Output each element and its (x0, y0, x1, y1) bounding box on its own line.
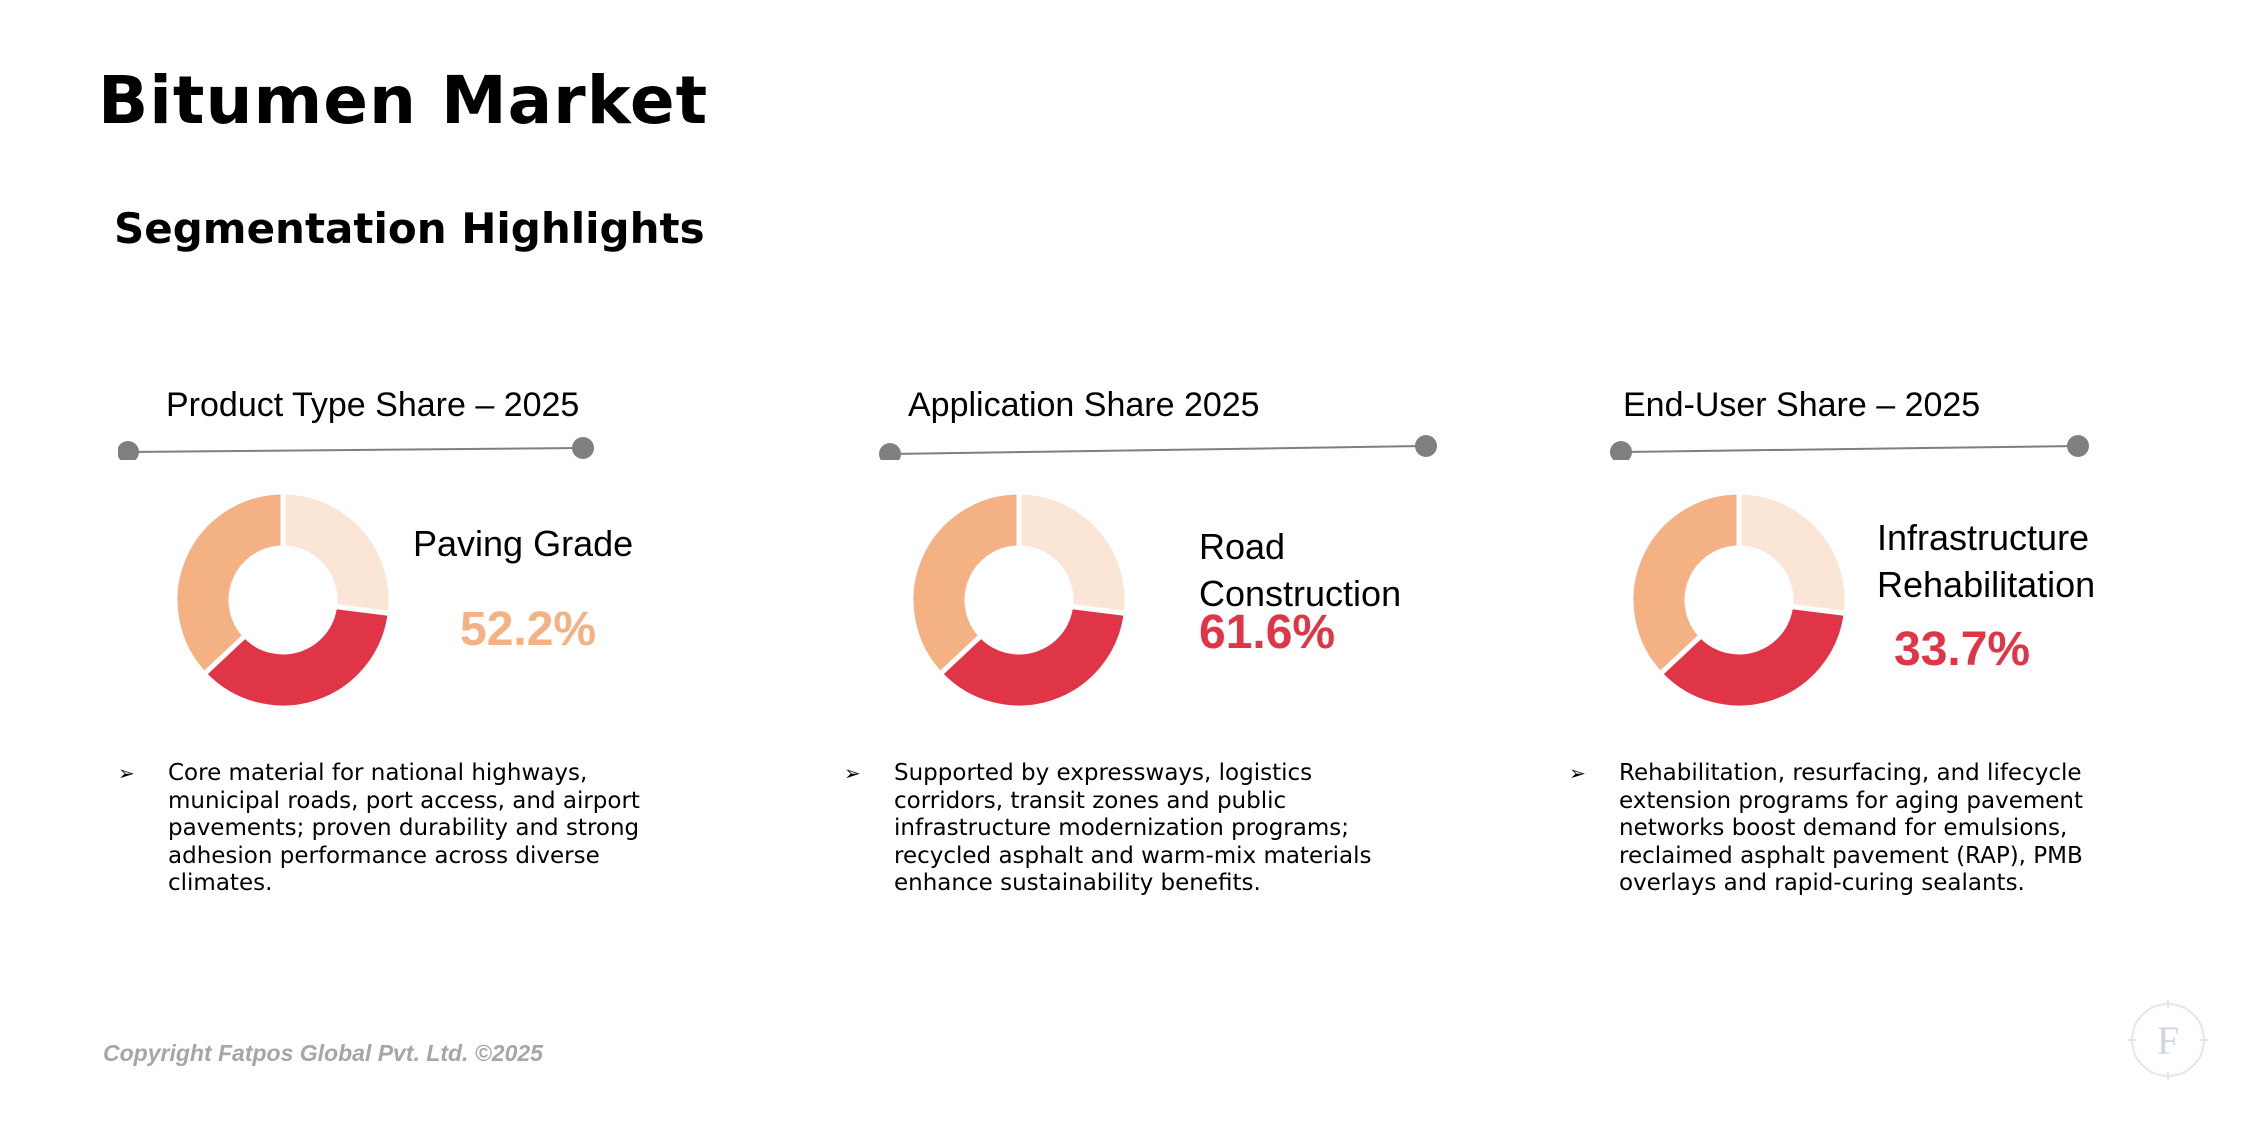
fatpos-logo-icon: F (2128, 1000, 2208, 1080)
segment-value: 61.6% (1199, 606, 1336, 659)
panel-title: Product Type Share – 2025 (166, 386, 580, 424)
connector-line (879, 435, 1437, 460)
donut-slice-2 (200, 603, 393, 711)
donut-chart (908, 489, 1130, 711)
segment-value: 33.7% (1894, 623, 2031, 676)
connector-line (1610, 435, 2089, 460)
connector-dot-right (2067, 435, 2089, 457)
segment-label: Road Construction (1199, 526, 1402, 614)
segment-label: Infrastructure Rehabilitation (1877, 517, 2096, 605)
donut-slice-3 (908, 489, 1022, 678)
segment-panel-end-user: End-User Share – 2025 Infrastructure Reh… (1569, 380, 2189, 920)
donut-slice-1 (1016, 489, 1130, 617)
connector-dot-left (879, 443, 901, 460)
donut-slice-3 (1628, 489, 1742, 678)
copyright-footer: Copyright Fatpos Global Pvt. Ltd. ©2025 (103, 1040, 543, 1066)
connector-dot-left (1610, 441, 1632, 460)
segment-label: Paving Grade (413, 523, 634, 564)
bullet-text: Core material for national highways, mun… (168, 760, 640, 896)
donut-slice-2 (936, 603, 1129, 711)
panel-title: End-User Share – 2025 (1623, 386, 1981, 424)
connector-dot-left (118, 441, 139, 460)
donut-slice-1 (280, 489, 394, 617)
page-subtitle: Segmentation Highlights (114, 204, 705, 253)
segment-panel-product-type: Product Type Share – 2025 Paving Grade 5… (118, 380, 738, 920)
arrow-bullet-icon: ➢ (844, 761, 861, 785)
page-title: Bitumen Market (98, 62, 709, 139)
bullet-text: Rehabilitation, resurfacing, and lifecyc… (1619, 760, 2084, 896)
donut-chart (172, 489, 394, 711)
connector-line (118, 437, 594, 460)
donut-slice-1 (1736, 489, 1850, 617)
arrow-bullet-icon: ➢ (1569, 761, 1586, 785)
segment-panel-application: Application Share 2025 Road Construction… (844, 380, 1464, 920)
logo-letter: F (2157, 1018, 2179, 1063)
donut-slice-2 (1656, 603, 1849, 711)
donut-chart (1628, 489, 1850, 711)
connector-dot-right (572, 437, 594, 459)
arrow-bullet-icon: ➢ (118, 761, 135, 785)
panel-title: Application Share 2025 (908, 386, 1260, 424)
bullet-text: Supported by expressways, logistics corr… (894, 760, 1372, 896)
segment-value: 52.2% (460, 603, 597, 656)
donut-slice-3 (172, 489, 286, 678)
connector-dot-right (1415, 435, 1437, 457)
